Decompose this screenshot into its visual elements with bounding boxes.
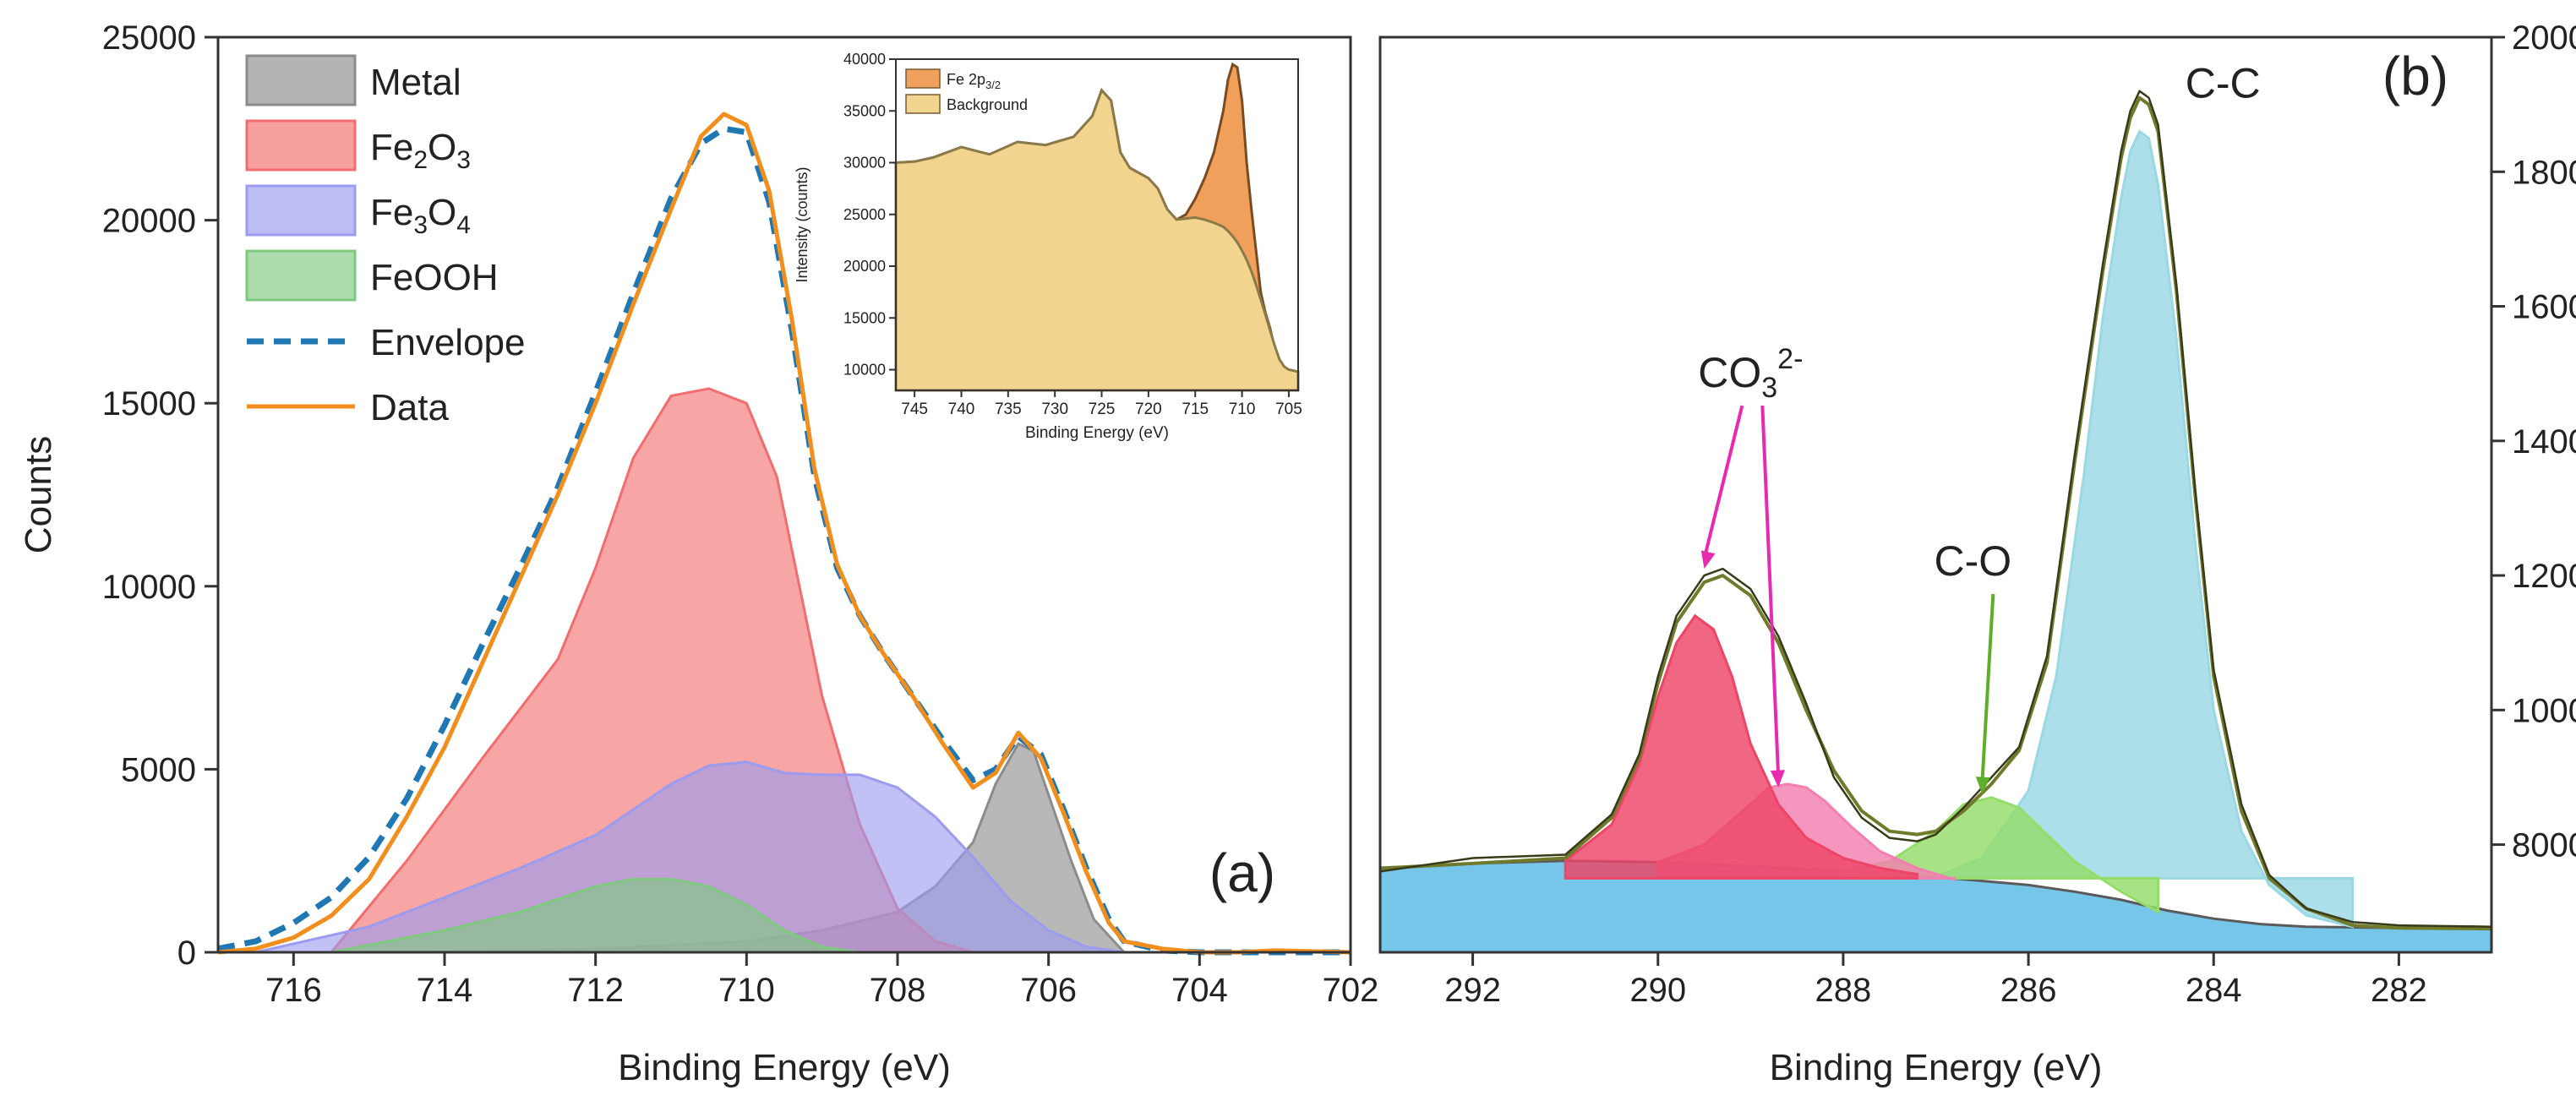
annotation-arrowhead-co3-1	[1770, 770, 1785, 788]
xtick-label-b-292: 292	[1444, 972, 1501, 1009]
inset-ytick-label-25000: 25000	[843, 206, 886, 223]
panel-b-plot-area	[1380, 37, 2491, 952]
series-b-envelope-line	[1379, 95, 2492, 931]
series-b-cc-area	[1935, 129, 2355, 929]
inset-ylabel: Intensity (counts)	[794, 166, 810, 282]
annotation-arrow-co-0	[1980, 593, 1995, 784]
inset-ytick-label-15000: 15000	[843, 309, 886, 326]
inset-xtick-label-745: 745	[901, 401, 928, 418]
inset-xtick-label-725: 725	[1089, 401, 1116, 418]
legend-swatch-feooh	[245, 249, 357, 302]
legend-item-envelope: Envelope	[247, 322, 525, 363]
xtick-label-b-288: 288	[1815, 972, 1872, 1009]
inset-xtick-label-710: 710	[1229, 401, 1256, 418]
inset-legend-label-0: Fe 2p3/2	[947, 71, 1001, 91]
xtick-label-b-282: 282	[2371, 972, 2427, 1009]
ytick-label-b-18000: 18000	[2512, 154, 2576, 191]
annotation-arrow-co3-0	[1702, 405, 1744, 559]
legend-swatch-metal	[245, 54, 357, 106]
inset-legend-label-1: Background	[947, 96, 1028, 113]
legend-label-feooh: FeOOH	[370, 257, 499, 298]
legend-label-envelope: Envelope	[370, 322, 525, 363]
inset-ytick-label-30000: 30000	[843, 155, 886, 172]
inset: 745 740 735 730 725 720 715 710 705 10000 15000 200…	[794, 51, 1302, 442]
legend-item-feooh: FeOOH	[245, 249, 499, 302]
inset-xtick-label-740: 740	[948, 401, 975, 418]
inset-xlabel: Binding Energy (eV)	[1025, 424, 1169, 442]
xtick-label-a-712: 712	[567, 972, 624, 1009]
legend-swatch-fe3o4	[245, 184, 357, 237]
annotation-label-co: C-O	[1935, 537, 2012, 585]
ytick-label-b-16000: 16000	[2512, 289, 2576, 326]
legend-a: Metal Fe2O3 Fe3O4 FeOOH Envelope Data	[245, 54, 525, 428]
inset-xtick-label-715: 715	[1182, 401, 1209, 418]
series-fe3o4-area	[255, 760, 1125, 954]
ytick-label-b-14000: 14000	[2512, 423, 2576, 461]
panel-a-label: (a)	[1209, 842, 1275, 903]
legend-item-data: Data	[247, 387, 449, 428]
ytick-label-b-20000: 20000	[2512, 19, 2576, 57]
series-b-co3a-area	[1564, 613, 1919, 880]
panel-a: 716 714 712 710 708 706 704 702 0 5000 10000 15000 2…	[18, 19, 1378, 1088]
xtick-label-a-716: 716	[265, 972, 322, 1009]
panel-a-frame	[216, 35, 1352, 954]
annotation-co: C-O	[1935, 537, 2012, 794]
xtick-label-b-286: 286	[2000, 972, 2057, 1009]
ytick-label-b-10000: 10000	[2512, 692, 2576, 729]
inset-xtick-label-705: 705	[1275, 401, 1302, 418]
inset-xtick-label-730: 730	[1041, 401, 1068, 418]
inset-ytick-label-35000: 35000	[843, 102, 886, 119]
annotation-co3: CO32-	[1698, 343, 1803, 788]
panel-b-frame	[1378, 35, 2493, 954]
legend-label-fe3o4: Fe3O4	[370, 192, 471, 239]
inset-legend-swatch-0	[905, 68, 941, 89]
annotation-arrowhead-co3-0	[1700, 550, 1716, 570]
inset-legend-swatch-1	[905, 94, 941, 114]
panel-b-xlabel: Binding Energy (eV)	[1770, 1047, 2103, 1088]
ytick-label-a-10000: 10000	[102, 569, 196, 606]
legend-swatch-fe2o3	[245, 119, 357, 172]
inset-ytick-label-20000: 20000	[843, 258, 886, 275]
ytick-label-a-20000: 20000	[102, 203, 196, 240]
ytick-label-a-25000: 25000	[102, 19, 196, 57]
series-feooh-area	[330, 877, 860, 954]
annotation-arrow-co3-1	[1760, 406, 1781, 777]
panel-a-xlabel: Binding Energy (eV)	[618, 1047, 951, 1088]
series-b-data-line	[1379, 90, 2492, 928]
ytick-label-a-15000: 15000	[102, 385, 196, 422]
xtick-label-a-704: 704	[1171, 972, 1228, 1009]
annotation-label-co3: CO32-	[1698, 343, 1803, 404]
xtick-label-a-702: 702	[1323, 972, 1379, 1009]
legend-item-metal: Metal	[245, 54, 461, 106]
ytick-label-a-0: 0	[177, 935, 196, 972]
xtick-label-a-706: 706	[1020, 972, 1077, 1009]
xtick-label-a-710: 710	[718, 972, 775, 1009]
inset-xtick-label-720: 720	[1135, 401, 1162, 418]
legend-item-fe2o3: Fe2O3	[245, 119, 471, 174]
panel-b-label: (b)	[2382, 46, 2448, 106]
xtick-label-b-284: 284	[2186, 972, 2242, 1009]
legend-label-fe2o3: Fe2O3	[370, 127, 471, 174]
legend-item-fe3o4: Fe3O4	[245, 184, 471, 239]
ytick-label-b-12000: 12000	[2512, 558, 2576, 595]
xtick-label-a-708: 708	[870, 972, 926, 1009]
inset-frame	[895, 58, 1299, 391]
panel-a-ylabel: Counts	[18, 436, 59, 553]
inset-ytick-label-40000: 40000	[843, 51, 886, 68]
series-data-line	[217, 112, 1351, 955]
legend-label-metal: Metal	[370, 62, 461, 103]
annotation-label-cc: C-C	[2186, 60, 2261, 107]
panel-b: 292 290 288 286 284 282 8000 10000 12000 14000 160…	[1378, 19, 2576, 1088]
ytick-label-b-8000: 8000	[2512, 827, 2576, 864]
inset-xtick-label-735: 735	[995, 401, 1022, 418]
xtick-label-b-290: 290	[1629, 972, 1686, 1009]
annotation-arrowhead-co-0	[1975, 777, 1990, 794]
inset-ytick-label-10000: 10000	[843, 362, 886, 379]
xtick-label-a-714: 714	[417, 972, 473, 1009]
legend-label-data: Data	[370, 387, 449, 428]
annotation-cc: C-C	[2186, 60, 2261, 107]
inset-series-bg-area	[894, 87, 1300, 392]
ytick-label-a-5000: 5000	[121, 751, 196, 788]
